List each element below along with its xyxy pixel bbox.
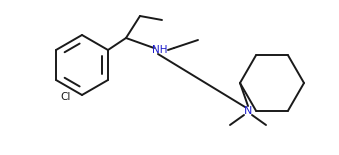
Text: Cl: Cl (61, 92, 71, 102)
Text: NH: NH (152, 45, 168, 55)
Text: N: N (244, 106, 252, 116)
